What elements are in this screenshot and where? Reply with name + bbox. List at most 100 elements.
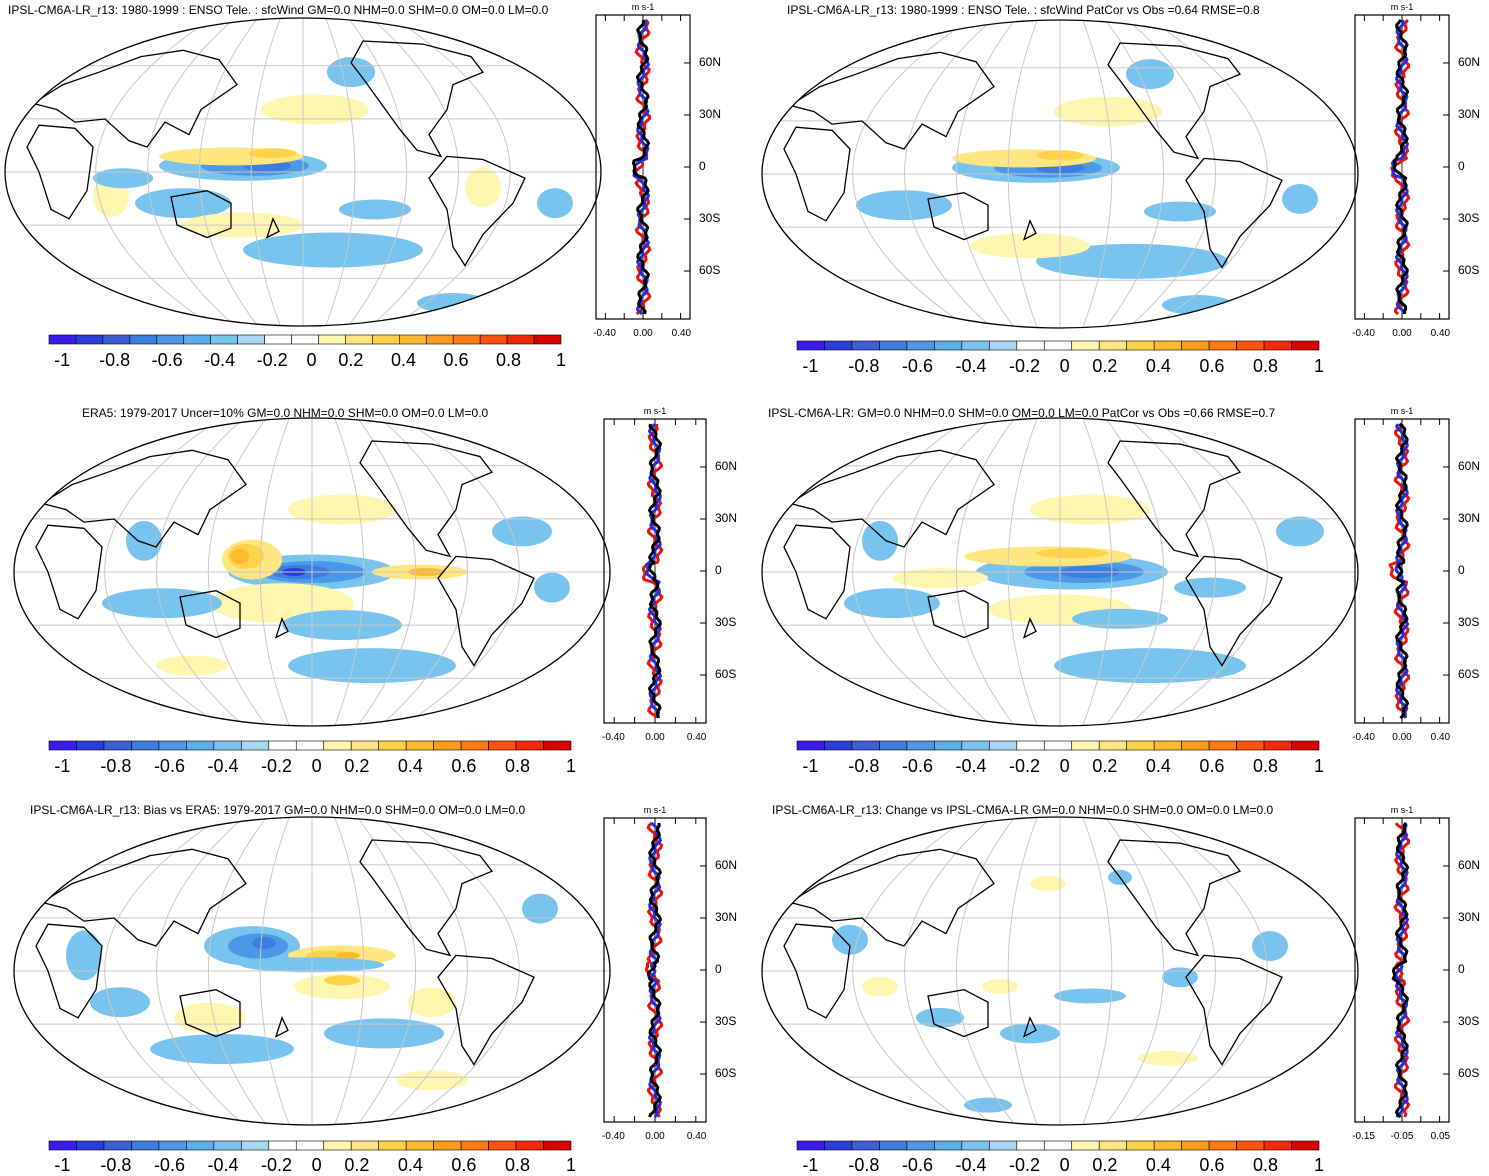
colorbar-swatch [989,340,1018,351]
colorbar-label: -1 [54,1155,71,1175]
panel-title: IPSL-CM6A-LR_r13: 1980-1999 : ENSO Tele.… [8,3,549,17]
map-mr [761,417,1359,727]
panel-title: IPSL-CM6A-LR_r13: 1980-1999 : ENSO Tele.… [787,3,1260,17]
colorbar-swatch [1098,740,1127,751]
coastline [179,989,241,1038]
colorbar-label: 0 [1059,756,1070,776]
coastline [1022,617,1037,639]
colorbar-swatch [103,1140,132,1151]
coastline [274,617,289,639]
colorbar-label: 0 [306,350,317,370]
anomaly-region [1054,648,1246,684]
colorbar-swatch [102,334,131,345]
anomaly-region [324,1018,444,1049]
colorbar-label: -0.8 [848,756,880,776]
zonal-lat-label: 60S [715,1066,737,1081]
zonal-x-label: 0.40 [686,732,707,743]
colorbar-swatch [1208,1140,1237,1151]
colorbar-swatch [350,1140,379,1151]
colorbar-swatch [291,334,319,345]
zonal-lat-label: 30N [1458,510,1481,525]
coastline [1107,839,1242,957]
zonal-lat-label: 30S [699,211,721,226]
colorbar-label: 0 [311,756,322,776]
colorbar-swatch [158,1140,187,1151]
zonal-unit-label: m s-1 [1390,406,1414,416]
zonal-x-label: -0.40 [1352,732,1375,743]
colorbar-label: 0 [1059,356,1070,376]
colorbar-swatch [1291,740,1320,751]
anomaly-region [252,936,276,949]
colorbar-swatch [1071,740,1100,751]
anomaly-region [1030,876,1066,892]
colorbar-label: 0.8 [504,1155,530,1175]
coastline [26,124,94,220]
colorbar-label: 0.2 [1092,756,1118,776]
colorbar-swatch [1016,1140,1045,1151]
colorbar-swatch [1153,340,1182,351]
zonal-lat-label: 60N [1458,54,1481,69]
colorbar-swatch [350,740,379,751]
coastline [40,449,247,548]
colorbar-label: 0.6 [1199,756,1225,776]
panel-title: IPSL-CM6A-LR_r13: Change vs IPSL-CM6A-LR… [772,803,1274,817]
colorbar-swatch [961,740,990,751]
colorbar-swatch [264,334,292,345]
colorbar-swatch [1236,1140,1265,1151]
colorbar-label: 0.2 [344,1155,370,1175]
colorbar-swatch [1263,1140,1292,1151]
colorbar-swatch [824,740,853,751]
coastline [31,49,238,148]
colorbar-swatch [824,1140,853,1151]
anomaly-region [1276,516,1324,547]
zonal-lat-label: 0 [699,159,706,173]
anomaly-region [1138,1050,1198,1066]
colorbar-swatch [989,1140,1018,1151]
zonal-mean-plot-ml [603,418,707,724]
colorbar-label: -0.8 [99,350,131,370]
coastline [927,989,989,1038]
anomaly-region [964,1097,1012,1113]
zonal-x-label: -0.40 [601,1131,625,1142]
colorbar-label: 0.8 [1252,756,1278,776]
colorbar-swatch [268,1140,297,1151]
colorbar-tr [796,340,1320,351]
zonal-x-label: -0.05 [1390,1131,1414,1142]
zonal-lat-label: 60S [1458,1066,1480,1081]
colorbar-label: 0.2 [1092,356,1118,376]
colorbar-label: -0.2 [1009,756,1041,776]
anomaly-region [982,979,1018,995]
panel-title: ERA5: 1979-2017 Uncer=10% GM=0.0 NHM=0.0… [82,406,489,420]
colorbar-swatch [479,334,508,345]
colorbar-label: -0.8 [848,1155,880,1175]
anomaly-region [339,199,411,220]
anomaly-region [1036,548,1108,559]
colorbar-swatch [1263,740,1292,751]
coastline [428,155,526,267]
coastline [1022,219,1037,241]
colorbar-swatch [488,740,517,751]
colorbar-label: -0.6 [151,350,183,370]
coastline [927,590,989,639]
colorbar-swatch [1291,1140,1320,1151]
anomaly-region [66,930,102,981]
anomaly-region [465,167,501,208]
anomaly-region [856,190,952,221]
anomaly-region [288,648,456,684]
zonal-lat-label: 30N [715,510,738,525]
colorbar-swatch [506,334,535,345]
anomaly-region [1252,931,1288,962]
colorbar-label: 0.6 [451,1155,477,1175]
colorbar-swatch [48,1140,77,1151]
colorbar-swatch [851,1140,880,1151]
colorbar-swatch [76,1140,105,1151]
colorbar-label: 0.8 [1252,356,1278,376]
colorbar-swatch [433,1140,462,1151]
colorbar-swatch [515,740,544,751]
coastline [1185,954,1283,1066]
zonal-lat-label: 60S [1458,667,1480,682]
anomaly-region [892,568,988,589]
anomaly-region [150,1034,294,1064]
colorbar-swatch [1098,340,1127,351]
colorbar-label: 0.4 [390,350,416,370]
